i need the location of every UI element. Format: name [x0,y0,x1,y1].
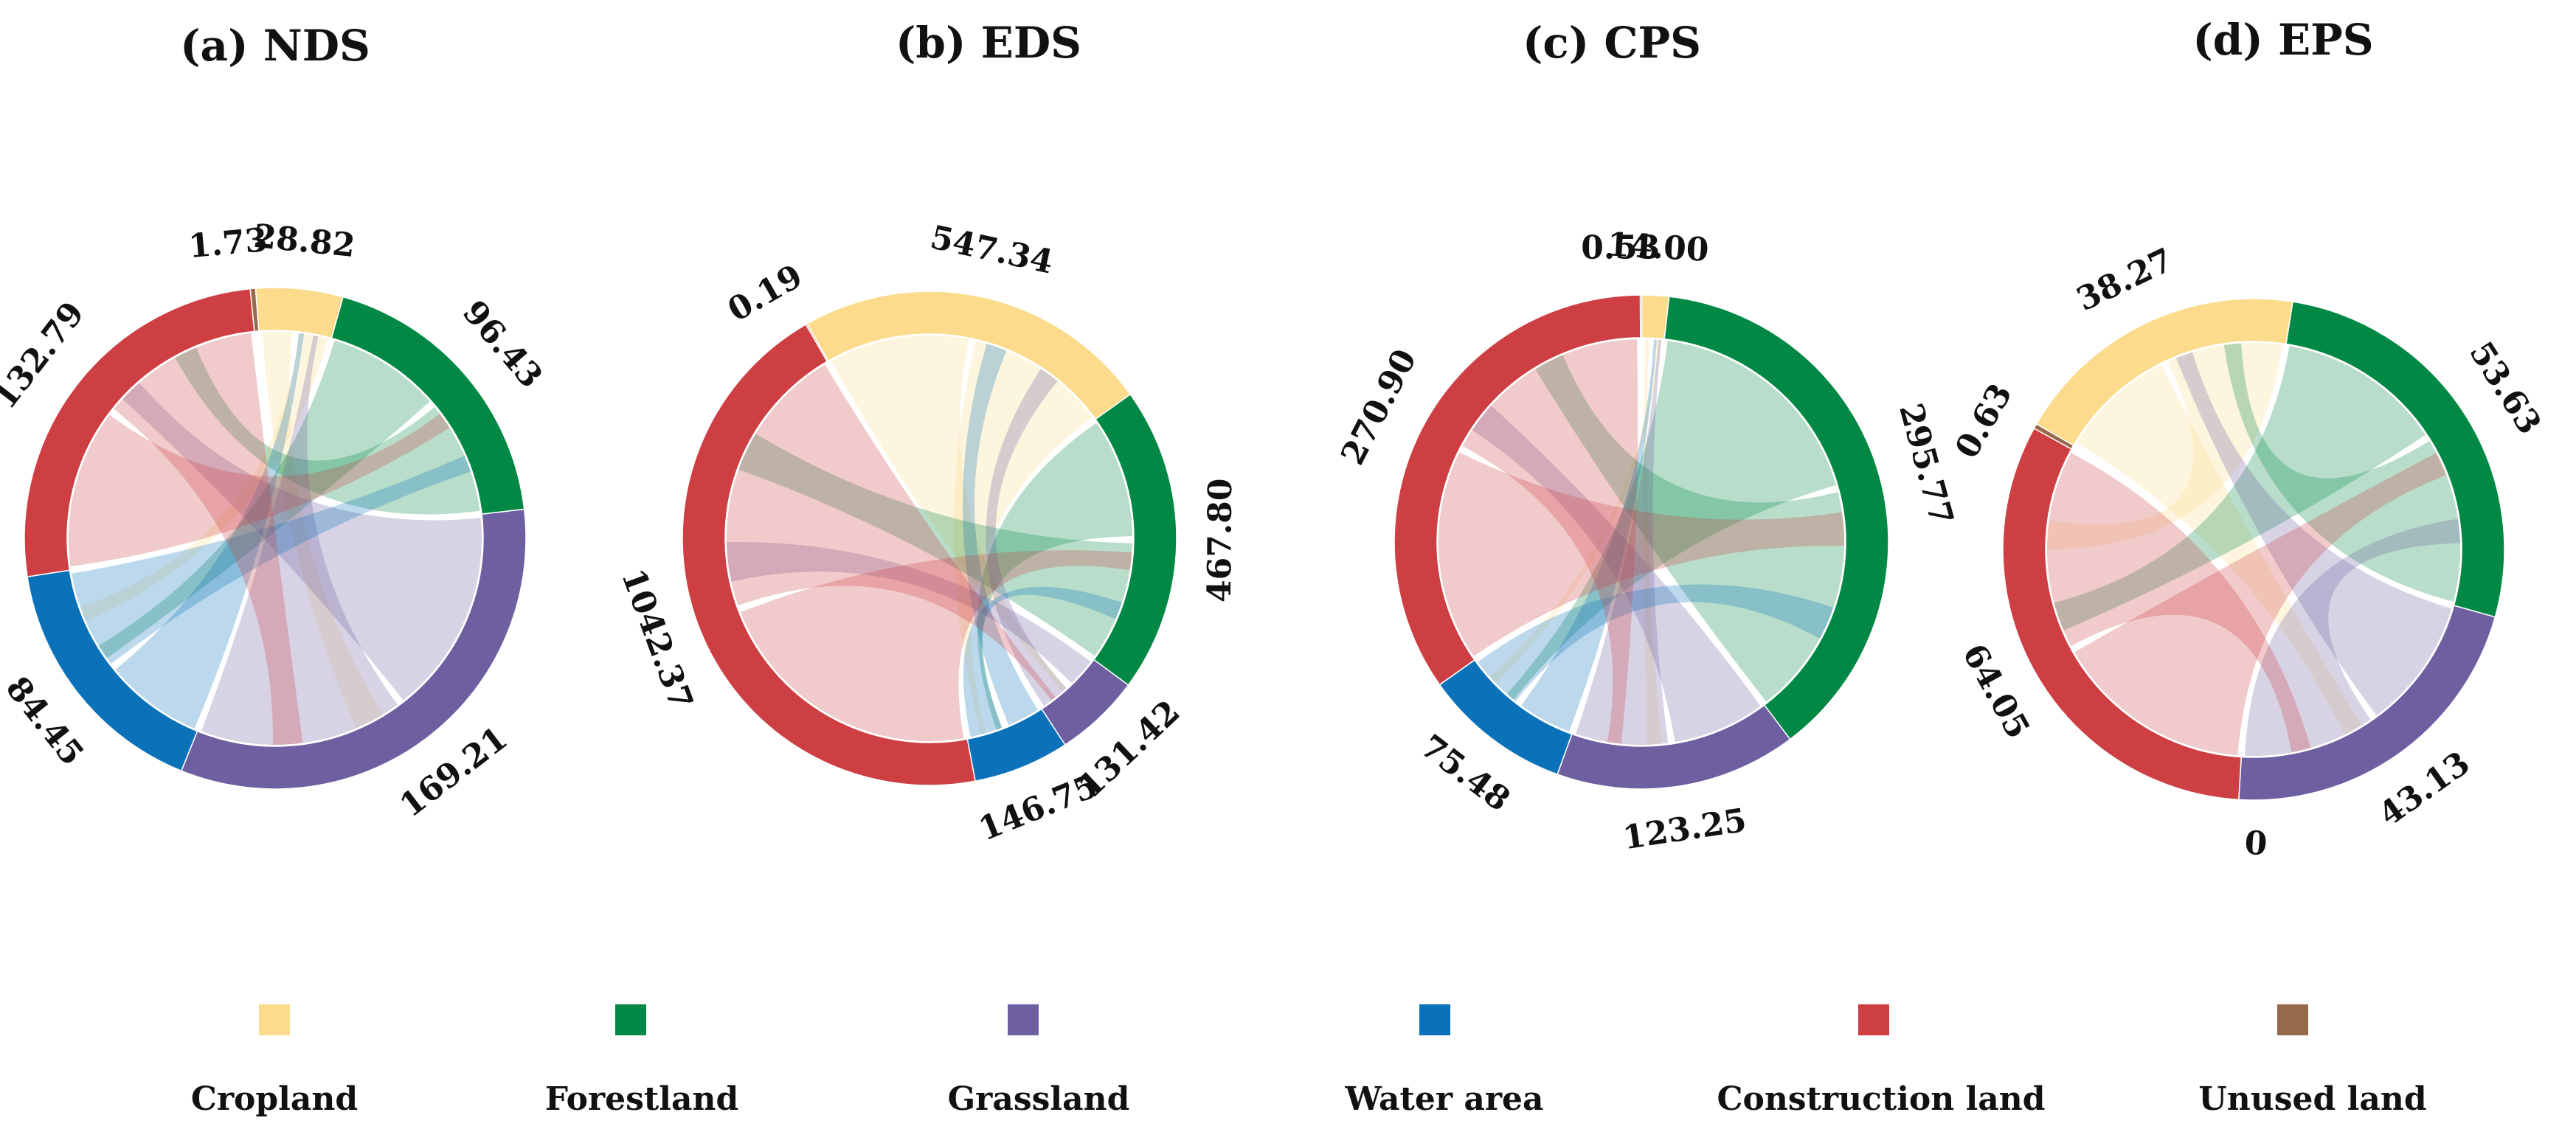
value-label-forestland: 467.80 [1201,478,1239,602]
legend: Cropland Forestland Grassland Water area Con… [191,1004,2427,1118]
chord-ribbon-grassland [2175,352,2452,716]
chord-ribbon-forestland [175,347,480,515]
chord-ribbon-grassland [727,542,1091,684]
chord-ribbon-grassland [201,335,398,745]
legend-item-cropland: Cropland [191,1004,358,1118]
chord-ribbon-water [1478,584,1834,701]
legend-label: Forestland [545,1080,738,1118]
value-label-water: 0 [2243,824,2268,864]
value-label-unused: 1.73 [187,221,269,265]
chord-ribbon-forestland [977,423,1132,730]
chord-ribbons [68,332,482,745]
legend-item-water: Water area [1344,1004,1544,1118]
chord-ribbon-grassland [1472,406,1761,743]
chord-ribbon-forestland [2223,343,2461,602]
chord-ribbon-construction [2074,453,2447,756]
chord-ribbon-cropland [80,333,328,622]
legend-label: Unused land [2198,1080,2426,1118]
arc-unused [249,288,260,333]
legend-item-unused: Unused land [2198,1004,2427,1118]
chord-ribbon-forestland [738,434,1132,656]
legend-label: Water area [1344,1080,1543,1118]
value-label-cropland: 547.34 [927,218,1056,281]
chord-ribbon-grassland [986,369,1067,706]
panel-title: (b) EDS [896,18,1081,68]
legend-swatch [2277,1004,2308,1035]
value-label-unused: 0.19 [721,257,809,330]
legend-item-construction: Construction land [1717,1004,2046,1118]
legend-swatch [1858,1004,1889,1035]
value-label-water: 146.75 [974,767,1103,848]
legend-swatch [259,1004,290,1035]
chord-ribbon-construction [2047,453,2311,753]
arc-forestland [1093,393,1177,687]
arc-forestland [1663,296,1889,740]
arc-unused [2033,423,2074,450]
chord-ribbon-cropland [2047,342,2282,549]
chord-ribbon-forestland [2054,346,2426,630]
legend-item-forestland: Forestland [545,1004,738,1118]
legend-item-grassland: Grassland [948,1004,1130,1118]
value-label-forestland: 295.77 [1891,400,1961,529]
chord-ribbon-grassland [1576,339,1669,745]
chord-ribbon-water [1521,339,1657,732]
legend-swatch [1008,1004,1039,1035]
arc-unused [1639,294,1643,338]
chord-ribbon-water [963,344,1038,726]
legend-label: Grassland [948,1080,1130,1118]
value-label-cropland: 38.27 [2071,241,2178,319]
arc-construction [682,323,976,786]
chord-ribbon-water [115,333,305,729]
panel-title: (d) EPS [2192,15,2373,65]
value-label-grassland: 123.25 [1621,802,1749,858]
chord-ribbon-grassland [2245,518,2460,756]
chord-ribbon-forestland [1506,341,1836,700]
chord-ribbon-grassland [122,382,482,701]
chord-ribbons [2047,342,2461,756]
chord-ribbon-construction [1462,339,1638,744]
legend-label: Cropland [191,1080,358,1118]
value-label-unused: 0.53 [1581,229,1660,266]
legend-label: Construction land [1717,1080,2045,1118]
legend-swatch [1419,1004,1450,1035]
chord-ribbon-water [72,455,471,664]
value-label-cropland: 14.00 [1606,226,1709,269]
arc-cropland [255,287,344,339]
chord-ribbons [726,336,1132,741]
chord-ribbon-construction [740,550,1132,741]
chord-ribbon-forestland [1535,355,1844,702]
chord-ribbon-forestland [98,340,430,659]
chord-panel-2: (b) EDS547.34467.80131.42146.751042.370.… [614,18,1239,849]
value-label-forestland: 53.63 [2462,336,2548,442]
chord-ribbon-construction [68,414,450,567]
chord-ribbon-construction [114,333,303,745]
legend-swatch [615,1004,646,1035]
chord-ribbon-cropland [831,336,1067,692]
panel-title: (c) CPS [1523,18,1701,68]
chord-ribbon-construction [1438,452,1844,656]
chord-ribbon-cropland [2076,364,2362,735]
value-label-unused: 0.63 [1948,378,2020,465]
chord-ribbons [1438,339,1844,745]
chord-ribbon-cropland [954,341,1093,734]
chord-ribbon-water [963,586,1122,737]
arc-unused [805,322,829,363]
panel-title: (a) NDS [180,21,370,71]
chord-ribbon-construction [726,364,1056,701]
value-label-construction: 270.90 [1334,343,1424,470]
chord-ribbon-cropland [1644,339,1662,745]
value-label-construction: 64.05 [1955,638,2037,745]
chord-ribbon-cropland [262,332,383,729]
